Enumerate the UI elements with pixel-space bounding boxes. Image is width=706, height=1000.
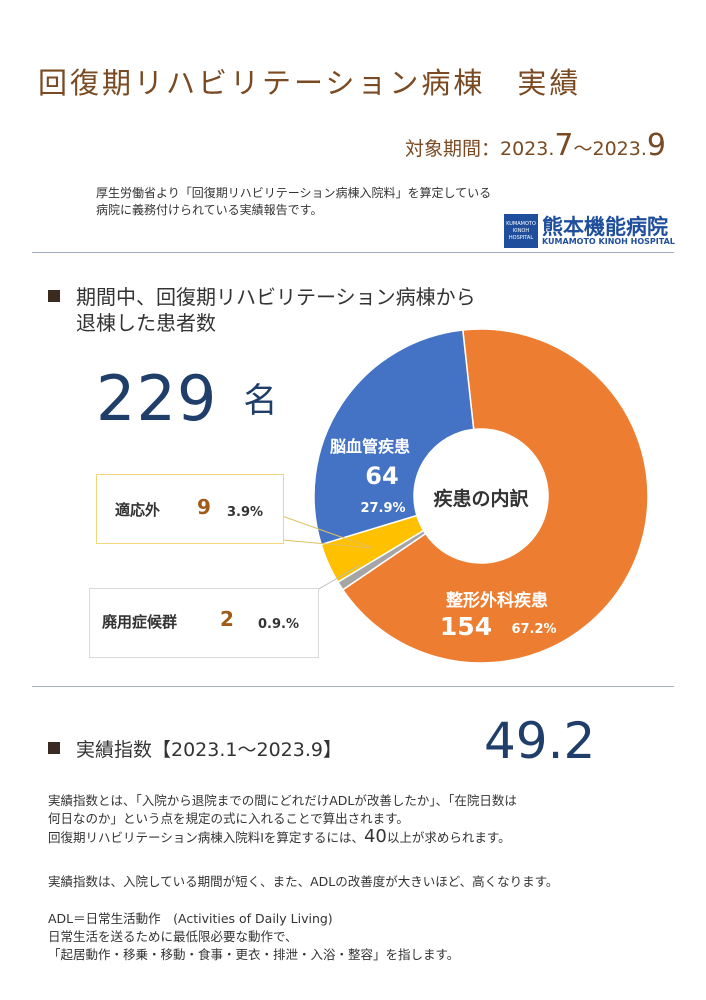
leader-line-unsupported-2 <box>281 539 373 549</box>
logo-mark-line-2: KINOH <box>512 227 530 234</box>
divider-top <box>32 252 674 253</box>
section1-line-2: 退棟した患者数 <box>76 311 216 335</box>
callout-unsupported-label: 適応外 <box>115 501 161 519</box>
adl-title: ADL＝日常生活動作 (Activities of Daily Living) <box>48 911 333 926</box>
logo-name: 熊本機能病院 <box>542 215 668 239</box>
index-explanation: 実績指数は、入院している期間が短く、また、ADLの改善度が大きいほど、高くなりま… <box>48 874 559 889</box>
section-bullet <box>48 742 60 754</box>
patient-count-unit: 名 <box>243 381 278 421</box>
patient-count-value: 229 <box>96 362 218 435</box>
period-start-prefix: 2023. <box>500 138 555 160</box>
logo-mark: KUMAMOTO KINOH HOSPITAL <box>504 214 538 248</box>
logo-name-en: KUMAMOTO KINOH HOSPITAL <box>542 237 675 246</box>
page-title: 回復期リハビリテーション病棟 実績 <box>38 66 582 100</box>
index-requirement-num: 40 <box>363 826 387 847</box>
callout-unsupported-percent: 3.9% <box>227 505 264 520</box>
index-definition: 実績指数とは、「入院から退院までの間にどれだけADLが改善したか」、「在院日数は… <box>48 792 517 847</box>
leader-line-unsupported <box>281 515 373 549</box>
leader-line-disuse <box>316 564 361 591</box>
section-discharged-heading: 期間中、回復期リハビリテーション病棟から 退棟した患者数 <box>48 284 476 336</box>
callout-disuse-value: 2 <box>220 607 234 631</box>
callout-unsupported: 適応外 9 3.9% <box>96 474 284 544</box>
patient-count: 229 名 <box>96 362 277 435</box>
index-requirement-a: 回復期リハビリテーション病棟入院料Ⅰを算定するには、 <box>48 830 364 845</box>
adl-line-1: 日常生活を送るために最低限必要な動作で、 <box>48 929 298 944</box>
intro-line-1: 厚生労働省より「回復期リハビリテーション病棟入院料」を算定している <box>96 186 492 200</box>
donut-slice-0 <box>341 328 649 664</box>
adl-definition: ADL＝日常生活動作 (Activities of Daily Living) … <box>48 910 459 964</box>
index-requirement-b: 以上が求められます。 <box>386 830 511 845</box>
adl-line-2: 「起居動作・移乗・移動・食事・更衣・排泄・入浴・整容」を指します。 <box>48 947 460 962</box>
divider-middle <box>32 686 674 687</box>
period-label: 対象期間： <box>404 138 500 160</box>
index-definition-line-1: 実績指数とは、「入院から退院までの間にどれだけADLが改善したか」、「在院日数は <box>48 793 517 808</box>
performance-index-value: 49.2 <box>484 712 596 770</box>
logo-mark-line-1: KUMAMOTO <box>506 220 536 227</box>
period-end-month: 9 <box>646 128 666 163</box>
label-cerebrovascular: 脳血管疾患 <box>330 437 410 456</box>
intro-text: 厚生労働省より「回復期リハビリテーション病棟入院料」を算定している 病院に義務付… <box>96 185 491 219</box>
percent-cerebrovascular: 27.9% <box>360 501 405 516</box>
hospital-logo: KUMAMOTO KINOH HOSPITAL 熊本機能病院 KUMAMOTO … <box>504 213 675 249</box>
donut-slice-3 <box>313 329 475 546</box>
performance-index-heading: 実績指数【2023.1～2023.9】 <box>48 735 342 762</box>
target-period: 対象期間：2023.7～2023.9 <box>405 128 666 163</box>
logo-mark-line-3: HOSPITAL <box>508 234 534 241</box>
index-definition-line-2: 何日なのか」という点を規定の式に入れることで算出されます。 <box>48 811 409 826</box>
callout-disuse-label: 廃用症候群 <box>102 613 178 631</box>
callout-disuse: 廃用症候群 2 0.9.% <box>89 588 319 658</box>
index-requirement: 回復期リハビリテーション病棟入院料Ⅰを算定するには、40以上が求められます。 <box>48 828 517 847</box>
label-orthopedic: 整形外科疾患 <box>446 590 548 611</box>
chart-center-label: 疾患の内訳 <box>433 487 529 510</box>
callout-unsupported-value: 9 <box>197 495 211 519</box>
performance-index-label: 実績指数【2023.1～2023.9】 <box>76 739 342 761</box>
section-bullet <box>48 290 60 302</box>
period-separator: ～2023. <box>573 138 647 160</box>
section1-line-1: 期間中、回復期リハビリテーション病棟から <box>76 285 476 309</box>
intro-line-2: 病院に義務付けられている実績報告です。 <box>96 203 323 217</box>
percent-orthopedic: 67.2% <box>511 622 556 637</box>
value-cerebrovascular: 64 <box>365 462 398 490</box>
value-orthopedic: 154 <box>440 612 492 641</box>
period-start-month: 7 <box>554 128 574 163</box>
callout-disuse-percent: 0.9.% <box>258 617 299 632</box>
